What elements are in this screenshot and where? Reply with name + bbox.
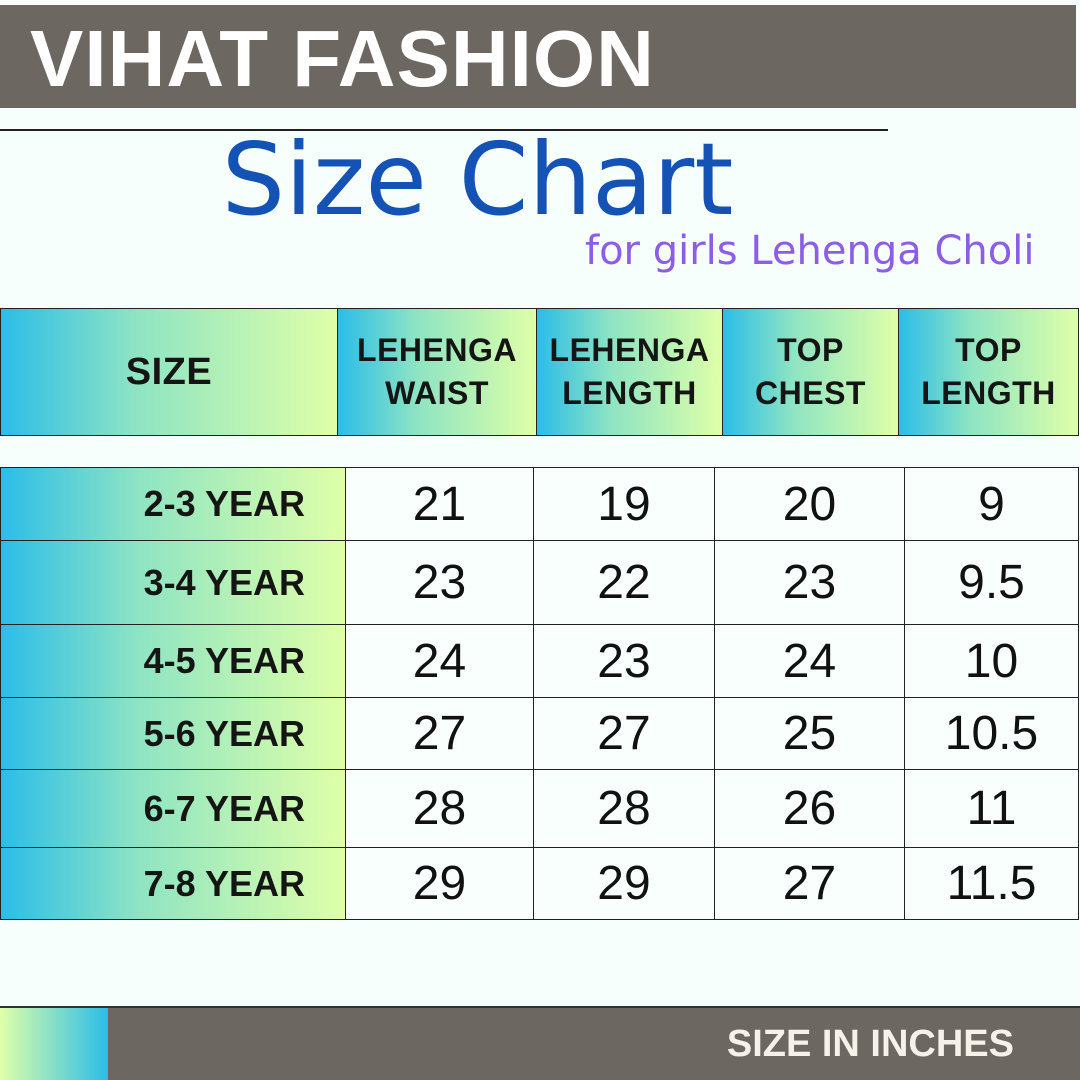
measurement-cell: 24 — [345, 624, 534, 698]
column-header: LEHENGA WAIST — [337, 308, 537, 436]
units-note: SIZE IN INCHES — [726, 1023, 1014, 1065]
column-header-line: WAIST — [385, 375, 489, 411]
measurement-cell: 22 — [533, 540, 715, 625]
measurement-cell: 11 — [904, 769, 1079, 848]
measurement-cell: 23 — [714, 540, 905, 625]
measurement-cell: 26 — [714, 769, 905, 848]
column-header-line: TOP — [955, 332, 1022, 368]
divider — [0, 129, 888, 131]
measurement-cell: 11.5 — [904, 847, 1079, 920]
measurement-cell: 28 — [345, 769, 534, 848]
measurement-cell: 29 — [345, 847, 534, 920]
brand-name: VIHAT FASHION — [30, 14, 655, 103]
column-header-line: LEHENGA — [357, 332, 517, 368]
measurement-cell: 9.5 — [904, 540, 1079, 625]
column-header-line: LEHENGA — [549, 332, 710, 368]
measurement-cell: 9 — [904, 467, 1079, 541]
footer-banner — [108, 1008, 1080, 1080]
measurement-cell: 28 — [533, 769, 715, 848]
size-label-cell: 6-7 YEAR — [0, 769, 346, 848]
measurement-cell: 27 — [533, 697, 715, 770]
page-subtitle: for girls Lehenga Choli — [585, 228, 1035, 274]
size-label-cell: 2-3 YEAR — [0, 467, 346, 541]
measurement-cell: 23 — [345, 540, 534, 625]
size-label-cell: 4-5 YEAR — [0, 624, 346, 698]
size-label-cell: 5-6 YEAR — [0, 697, 346, 770]
column-header-line: LENGTH — [562, 375, 697, 411]
column-header: SIZE — [0, 308, 338, 436]
column-header: TOP CHEST — [722, 308, 899, 436]
column-header: LEHENGA LENGTH — [536, 308, 723, 436]
measurement-cell: 25 — [714, 697, 905, 770]
measurement-cell: 29 — [533, 847, 715, 920]
footer-gradient-block — [0, 1008, 108, 1080]
measurement-cell: 27 — [714, 847, 905, 920]
measurement-cell: 23 — [533, 624, 715, 698]
page-title: Size Chart — [221, 121, 734, 238]
column-header-line: CHEST — [755, 375, 866, 411]
measurement-cell: 10.5 — [904, 697, 1079, 770]
brand-banner — [0, 5, 1076, 108]
size-label-cell: 3-4 YEAR — [0, 540, 346, 625]
size-label-cell: 7-8 YEAR — [0, 847, 346, 920]
measurement-cell: 20 — [714, 467, 905, 541]
column-header-line: TOP — [777, 332, 844, 368]
column-header-line: SIZE — [125, 350, 213, 393]
measurement-cell: 21 — [345, 467, 534, 541]
measurement-cell: 10 — [904, 624, 1079, 698]
measurement-cell: 19 — [533, 467, 715, 541]
measurement-cell: 27 — [345, 697, 534, 770]
column-header: TOP LENGTH — [898, 308, 1079, 436]
footer-divider — [0, 1006, 1080, 1008]
measurement-cell: 24 — [714, 624, 905, 698]
column-header-line: LENGTH — [921, 375, 1056, 411]
